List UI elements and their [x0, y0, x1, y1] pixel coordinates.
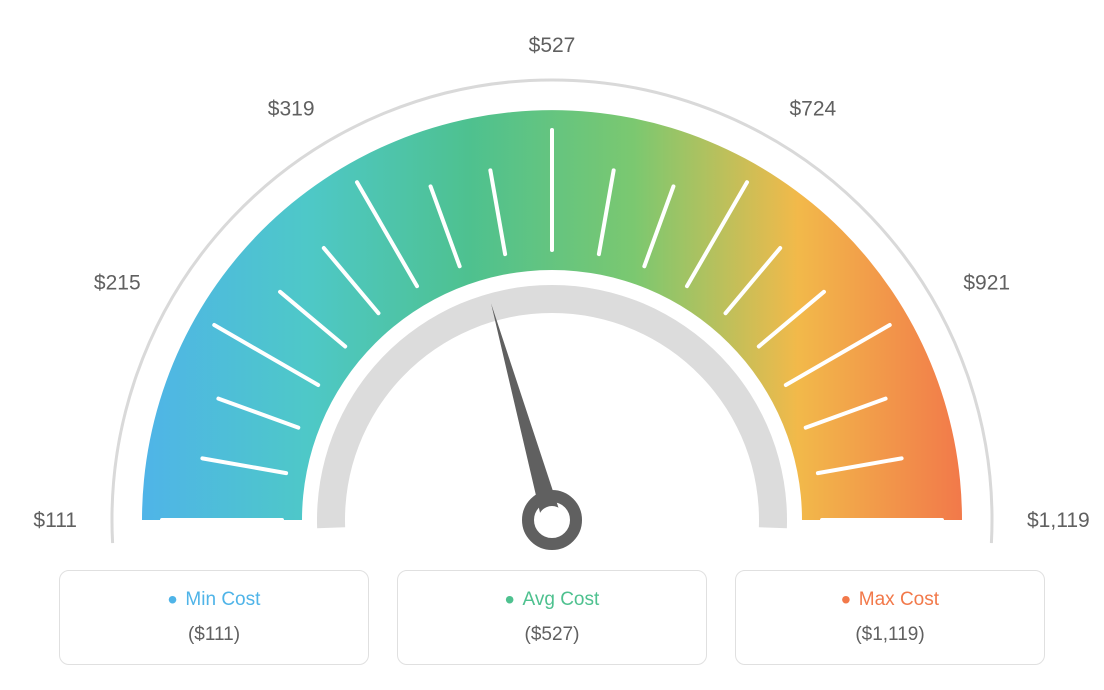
legend-max-box: Max Cost ($1,119) — [735, 570, 1045, 665]
legend-min-box: Min Cost ($111) — [59, 570, 369, 665]
legend-min-label: Min Cost — [168, 589, 261, 611]
legend-row: Min Cost ($111) Avg Cost ($527) Max Cost… — [0, 570, 1104, 665]
svg-text:$527: $527 — [529, 34, 576, 57]
legend-avg-box: Avg Cost ($527) — [397, 570, 707, 665]
svg-text:$319: $319 — [268, 98, 315, 121]
svg-text:$1,119: $1,119 — [1027, 509, 1090, 532]
svg-text:$724: $724 — [790, 98, 837, 121]
legend-max-label: Max Cost — [841, 589, 939, 611]
legend-avg-label: Avg Cost — [505, 589, 600, 611]
svg-text:$215: $215 — [94, 272, 141, 295]
svg-text:$111: $111 — [33, 509, 77, 532]
legend-max-value: ($1,119) — [746, 624, 1034, 646]
gauge-chart: $111 $215 $319 $527 $724 $921 $1,119 — [0, 10, 1104, 575]
legend-avg-value: ($527) — [408, 624, 696, 646]
legend-min-value: ($111) — [70, 624, 358, 646]
svg-text:$921: $921 — [963, 272, 1010, 295]
